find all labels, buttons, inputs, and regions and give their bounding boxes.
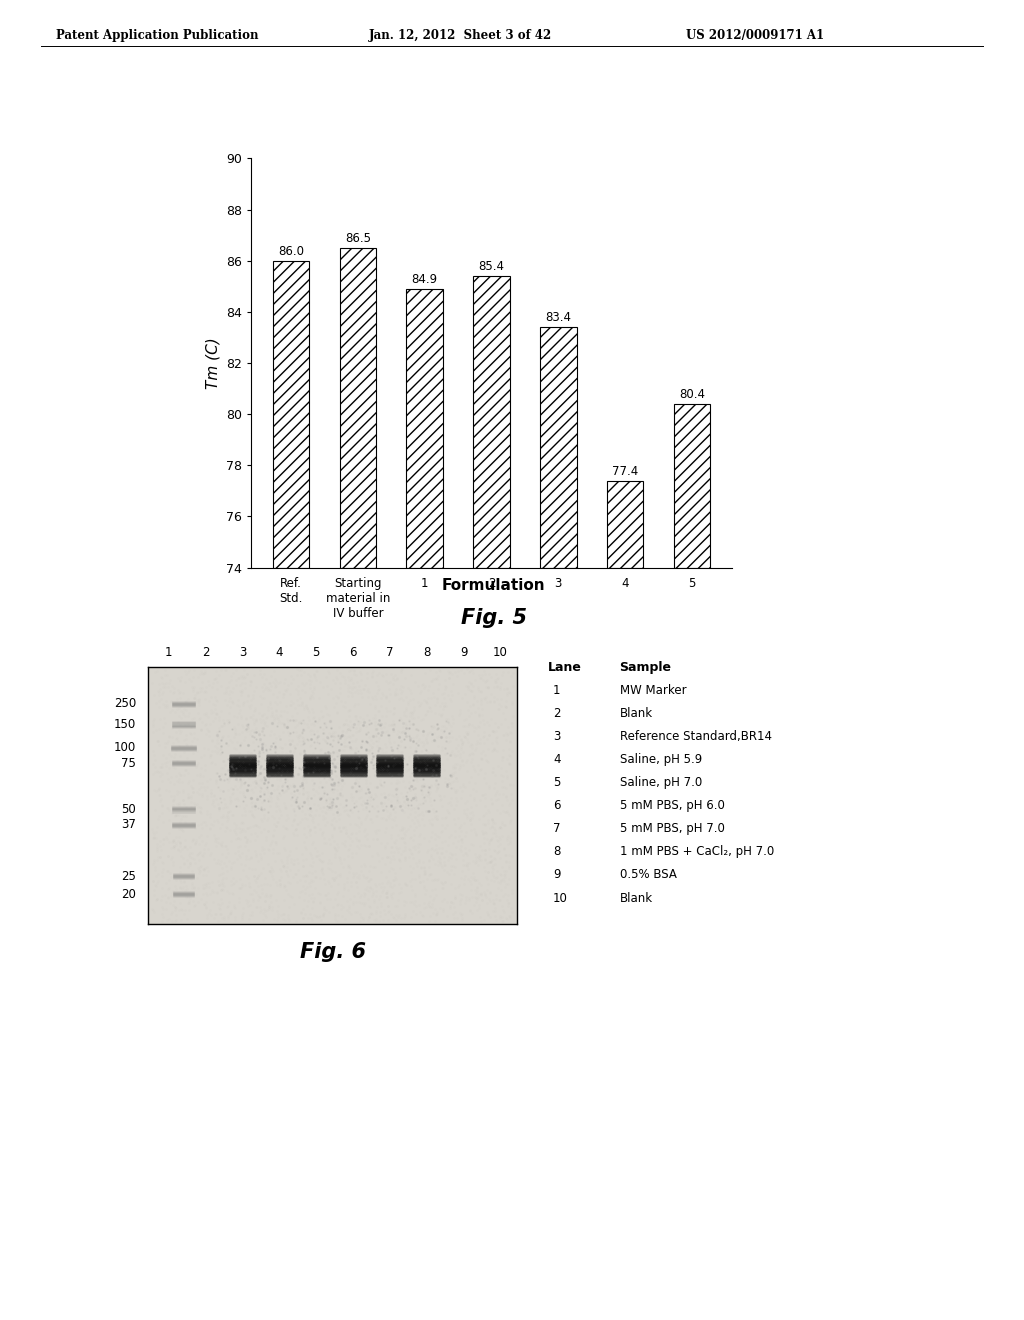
Text: 86.0: 86.0 <box>279 244 304 257</box>
Bar <box>340 248 376 568</box>
Bar <box>540 327 577 568</box>
Text: 1: 1 <box>553 684 560 697</box>
Text: US 2012/0009171 A1: US 2012/0009171 A1 <box>686 29 824 42</box>
Text: Patent Application Publication: Patent Application Publication <box>56 29 259 42</box>
Text: 10: 10 <box>494 645 508 659</box>
Bar <box>473 276 510 568</box>
Text: 5: 5 <box>553 776 560 789</box>
Text: 2: 2 <box>553 706 560 719</box>
Text: 5 mM PBS, pH 6.0: 5 mM PBS, pH 6.0 <box>620 799 724 812</box>
Text: 250: 250 <box>114 697 136 710</box>
Text: 20: 20 <box>121 888 136 900</box>
Text: 37: 37 <box>121 818 136 832</box>
Text: 86.5: 86.5 <box>345 232 371 244</box>
Y-axis label: Tm (C): Tm (C) <box>205 337 220 389</box>
Text: 5 mM PBS, pH 7.0: 5 mM PBS, pH 7.0 <box>620 822 724 836</box>
Text: Reference Standard,BR14: Reference Standard,BR14 <box>620 730 771 743</box>
Text: 7: 7 <box>553 822 560 836</box>
Text: Jan. 12, 2012  Sheet 3 of 42: Jan. 12, 2012 Sheet 3 of 42 <box>369 29 552 42</box>
Text: 1 mM PBS + CaCl₂, pH 7.0: 1 mM PBS + CaCl₂, pH 7.0 <box>620 845 774 858</box>
Text: Fig. 6: Fig. 6 <box>300 942 366 962</box>
Text: Lane: Lane <box>548 660 582 673</box>
Text: 6: 6 <box>553 799 560 812</box>
Text: 9: 9 <box>553 869 560 882</box>
Text: 77.4: 77.4 <box>612 465 638 478</box>
Text: 75: 75 <box>121 756 136 770</box>
Text: 3: 3 <box>239 645 246 659</box>
Text: 4: 4 <box>275 645 283 659</box>
Text: 25: 25 <box>121 870 136 883</box>
Text: 1: 1 <box>165 645 172 659</box>
Text: 5: 5 <box>312 645 319 659</box>
Text: 0.5% BSA: 0.5% BSA <box>620 869 677 882</box>
Text: Fig. 5: Fig. 5 <box>461 609 526 628</box>
Text: 8: 8 <box>553 845 560 858</box>
Bar <box>272 260 309 568</box>
Text: 7: 7 <box>386 645 393 659</box>
Text: 10: 10 <box>553 891 568 904</box>
Text: Blank: Blank <box>620 706 652 719</box>
Text: 85.4: 85.4 <box>478 260 505 273</box>
Text: 3: 3 <box>553 730 560 743</box>
Text: 9: 9 <box>460 645 467 659</box>
Text: Formulation: Formulation <box>441 578 546 593</box>
Text: 83.4: 83.4 <box>546 312 571 325</box>
Text: Saline, pH 5.9: Saline, pH 5.9 <box>620 752 701 766</box>
Bar <box>674 404 711 568</box>
Bar <box>607 480 643 568</box>
Text: Sample: Sample <box>620 660 672 673</box>
Text: 100: 100 <box>114 742 136 754</box>
Text: 8: 8 <box>423 645 430 659</box>
Text: 2: 2 <box>202 645 209 659</box>
Text: MW Marker: MW Marker <box>620 684 686 697</box>
Text: Blank: Blank <box>620 891 652 904</box>
Text: 150: 150 <box>114 718 136 731</box>
Text: 6: 6 <box>349 645 356 659</box>
Text: 50: 50 <box>122 803 136 816</box>
Text: Saline, pH 7.0: Saline, pH 7.0 <box>620 776 701 789</box>
Bar <box>407 289 443 568</box>
Text: 4: 4 <box>553 752 560 766</box>
Text: 80.4: 80.4 <box>679 388 705 401</box>
Text: 84.9: 84.9 <box>412 273 438 285</box>
